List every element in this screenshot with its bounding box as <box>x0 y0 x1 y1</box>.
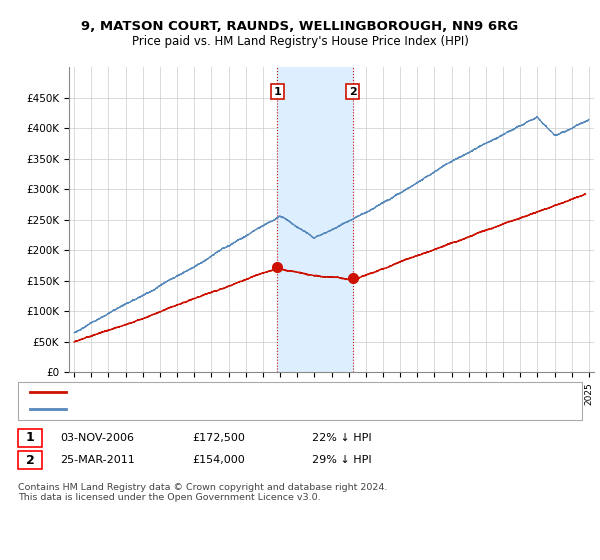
Text: 1: 1 <box>26 431 34 445</box>
Text: 22% ↓ HPI: 22% ↓ HPI <box>312 433 371 443</box>
Text: 9, MATSON COURT, RAUNDS, WELLINGBOROUGH, NN9 6RG: 9, MATSON COURT, RAUNDS, WELLINGBOROUGH,… <box>82 20 518 32</box>
Text: Price paid vs. HM Land Registry's House Price Index (HPI): Price paid vs. HM Land Registry's House … <box>131 35 469 48</box>
Text: 2: 2 <box>26 454 34 467</box>
Text: Contains HM Land Registry data © Crown copyright and database right 2024.
This d: Contains HM Land Registry data © Crown c… <box>18 483 388 502</box>
Text: £172,500: £172,500 <box>192 433 245 443</box>
Text: 1: 1 <box>274 87 281 97</box>
Text: 29% ↓ HPI: 29% ↓ HPI <box>312 455 371 465</box>
Text: 9, MATSON COURT, RAUNDS, WELLINGBOROUGH, NN9 6RG (detached house): 9, MATSON COURT, RAUNDS, WELLINGBOROUGH,… <box>75 387 478 397</box>
Text: £154,000: £154,000 <box>192 455 245 465</box>
Text: HPI: Average price, detached house, North Northamptonshire: HPI: Average price, detached house, Nort… <box>75 404 395 414</box>
Text: 2: 2 <box>349 87 356 97</box>
Text: 03-NOV-2006: 03-NOV-2006 <box>60 433 134 443</box>
Text: 25-MAR-2011: 25-MAR-2011 <box>60 455 135 465</box>
Bar <box>277 67 353 372</box>
